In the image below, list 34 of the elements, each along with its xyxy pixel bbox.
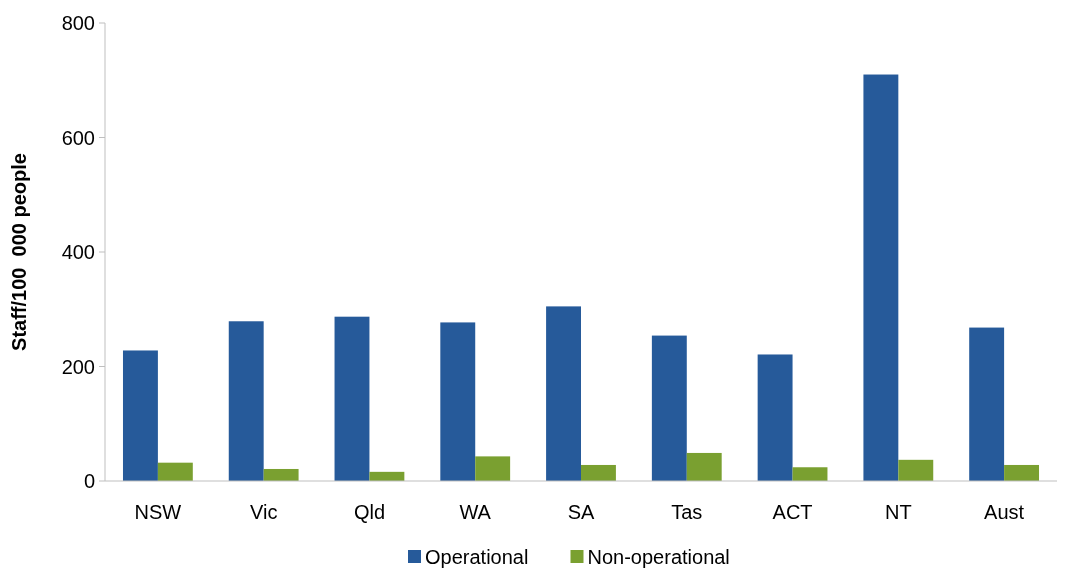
- x-tick-label: SA: [567, 501, 595, 523]
- y-tick-label: 400: [61, 241, 95, 263]
- x-tick-label: Vic: [249, 501, 278, 523]
- x-tick-label: Qld: [353, 501, 386, 523]
- bar: [686, 452, 722, 481]
- y-axis-title: Staff/100 000 people: [8, 153, 30, 351]
- y-tick-label: 800: [61, 12, 95, 34]
- bar: [651, 335, 687, 481]
- bar: [546, 306, 581, 481]
- bar: [440, 322, 476, 481]
- bar: [122, 350, 158, 481]
- bar: [969, 327, 1005, 481]
- x-tick-label: Aust: [984, 501, 1025, 523]
- y-tick-label: 600: [61, 126, 95, 149]
- y-tick-label: 0: [83, 470, 95, 492]
- x-tick-label: NT: [885, 501, 912, 523]
- x-tick-label: NSW: [134, 501, 182, 523]
- bar: [792, 467, 828, 481]
- y-tick-label: 200: [61, 355, 95, 378]
- bar: [863, 74, 899, 481]
- bar: [157, 462, 193, 481]
- x-tick-label: WA: [459, 501, 492, 523]
- bar: [334, 316, 370, 481]
- bar: [475, 456, 511, 481]
- bar: [757, 354, 793, 481]
- legend-label: Non-operational: [587, 546, 730, 568]
- legend-label: Operational: [425, 546, 529, 568]
- x-tick-label: ACT: [772, 501, 813, 523]
- bar: [898, 459, 934, 481]
- bar: [263, 468, 299, 481]
- bar: [228, 321, 264, 481]
- x-tick-label: Tas: [671, 501, 703, 523]
- bar: [581, 464, 616, 481]
- bar: [1004, 464, 1040, 481]
